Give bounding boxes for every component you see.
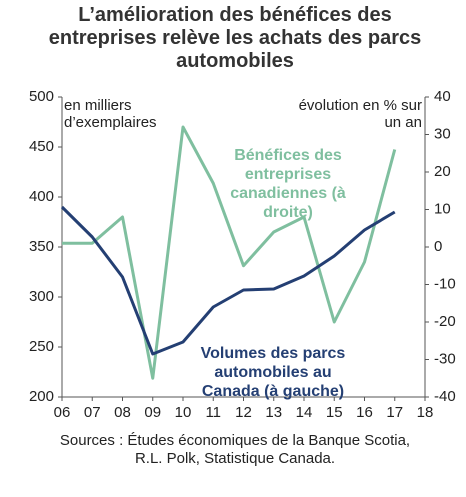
x-tick-label: 06 [54, 404, 71, 421]
y2-tick-label: 10 [434, 200, 451, 217]
y2-axis-label: évolution en % sur un an [298, 97, 422, 131]
y2-tick-label: 40 [434, 88, 451, 105]
y2-tick-label: -30 [434, 350, 456, 367]
x-tick-label: 18 [417, 404, 434, 421]
y2-tick-label: -20 [434, 313, 456, 330]
y-tick-label: 200 [29, 388, 54, 405]
y-tick-label: 450 [29, 138, 54, 155]
y-tick-label: 250 [29, 338, 54, 355]
x-tick-label: 16 [356, 404, 373, 421]
series-line [60, 205, 396, 356]
x-tick-label: 10 [175, 404, 192, 421]
y-tick-label: 300 [29, 288, 54, 305]
y-tick-label: 350 [29, 238, 54, 255]
chart-title: L’amélioration des bénéfices des entrepr… [48, 4, 422, 72]
y2-tick-label: -40 [434, 388, 456, 405]
series-label: Bénéfices des entreprises canadiennes (à… [230, 147, 346, 221]
x-tick-label: 08 [114, 404, 131, 421]
x-tick-label: 17 [386, 404, 403, 421]
y-axis-label: en milliers d’exemplaires [64, 97, 157, 131]
x-tick-label: 15 [326, 404, 343, 421]
x-tick-label: 09 [144, 404, 161, 421]
x-tick-label: 11 [205, 404, 221, 421]
y-tick-label: 500 [29, 88, 54, 105]
x-tick-label: 07 [84, 404, 101, 421]
y2-tick-label: 0 [434, 238, 442, 255]
y2-tick-label: 30 [434, 125, 451, 142]
y-tick-label: 400 [29, 188, 54, 205]
x-tick-label: 12 [235, 404, 252, 421]
series-label: Volumes des parcs automobiles au Canada … [200, 345, 346, 400]
y2-tick-label: 20 [434, 163, 451, 180]
source: Sources : Études économiques de la Banqu… [59, 432, 411, 467]
series-line [62, 125, 397, 380]
x-tick-label: 14 [296, 404, 313, 421]
x-tick-label: 13 [265, 404, 282, 421]
y2-tick-label: -10 [434, 275, 456, 292]
